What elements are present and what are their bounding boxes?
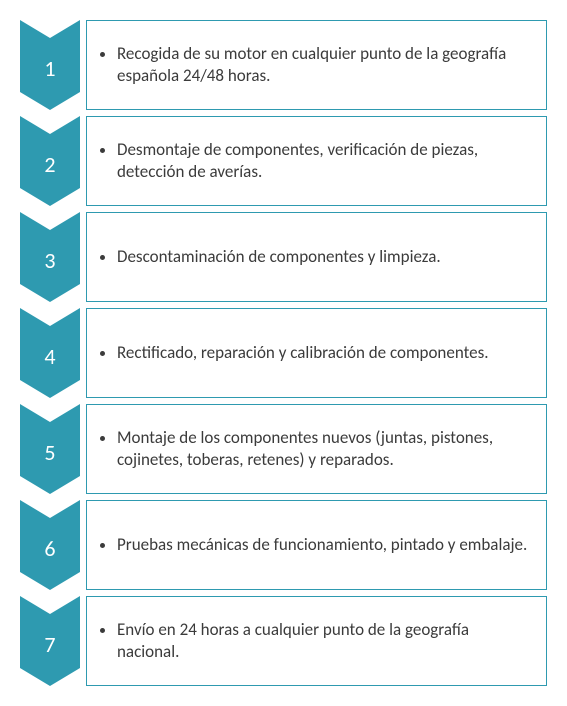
step-content-box: Rectificado, reparación y calibración de…: [86, 308, 547, 398]
step-number: 4: [20, 308, 80, 398]
chevron-shape: 3: [20, 212, 80, 302]
step-content-box: Descontaminación de componentes y limpie…: [86, 212, 547, 302]
step-content-box: Desmontaje de componentes, verificación …: [86, 116, 547, 206]
step-bullet-list: Rectificado, reparación y calibración de…: [105, 342, 489, 364]
step-text: Envío en 24 horas a cualquier punto de l…: [117, 619, 532, 663]
step-number: 6: [20, 500, 80, 590]
step-number: 7: [20, 596, 80, 686]
process-step: 1 Recogida de su motor en cualquier punto…: [20, 20, 547, 110]
step-number: 3: [20, 212, 80, 302]
process-step: 5 Montaje de los componentes nuevos (junt…: [20, 404, 547, 494]
chevron-shape: 4: [20, 308, 80, 398]
step-bullet-list: Montaje de los componentes nuevos (junta…: [105, 427, 532, 471]
process-step: 6 Pruebas mecánicas de funcionamiento, pi…: [20, 500, 547, 590]
step-text: Descontaminación de componentes y limpie…: [117, 246, 441, 268]
step-number: 1: [20, 20, 80, 110]
process-step: 4 Rectificado, reparación y calibración d…: [20, 308, 547, 398]
chevron-shape: 6: [20, 500, 80, 590]
process-step: 3 Descontaminación de componentes y limpi…: [20, 212, 547, 302]
step-bullet-list: Desmontaje de componentes, verificación …: [105, 139, 532, 183]
step-content-box: Envío en 24 horas a cualquier punto de l…: [86, 596, 547, 686]
step-content-box: Recogida de su motor en cualquier punto …: [86, 20, 547, 110]
step-content-box: Pruebas mecánicas de funcionamiento, pin…: [86, 500, 547, 590]
step-content-box: Montaje de los componentes nuevos (junta…: [86, 404, 547, 494]
step-bullet-list: Envío en 24 horas a cualquier punto de l…: [105, 619, 532, 663]
step-text: Desmontaje de componentes, verificación …: [117, 139, 532, 183]
step-bullet-list: Recogida de su motor en cualquier punto …: [105, 43, 532, 87]
chevron-shape: 5: [20, 404, 80, 494]
step-bullet-list: Descontaminación de componentes y limpie…: [105, 246, 441, 268]
chevron-shape: 2: [20, 116, 80, 206]
step-number: 2: [20, 116, 80, 206]
process-list: 1 Recogida de su motor en cualquier punto…: [20, 20, 547, 686]
step-bullet-list: Pruebas mecánicas de funcionamiento, pin…: [105, 534, 527, 556]
chevron-shape: 7: [20, 596, 80, 686]
step-number: 5: [20, 404, 80, 494]
step-text: Montaje de los componentes nuevos (junta…: [117, 427, 532, 471]
step-text: Rectificado, reparación y calibración de…: [117, 342, 489, 364]
process-step: 7 Envío en 24 horas a cualquier punto de …: [20, 596, 547, 686]
step-text: Recogida de su motor en cualquier punto …: [117, 43, 532, 87]
process-step: 2 Desmontaje de componentes, verificación…: [20, 116, 547, 206]
chevron-shape: 1: [20, 20, 80, 110]
step-text: Pruebas mecánicas de funcionamiento, pin…: [117, 534, 527, 556]
